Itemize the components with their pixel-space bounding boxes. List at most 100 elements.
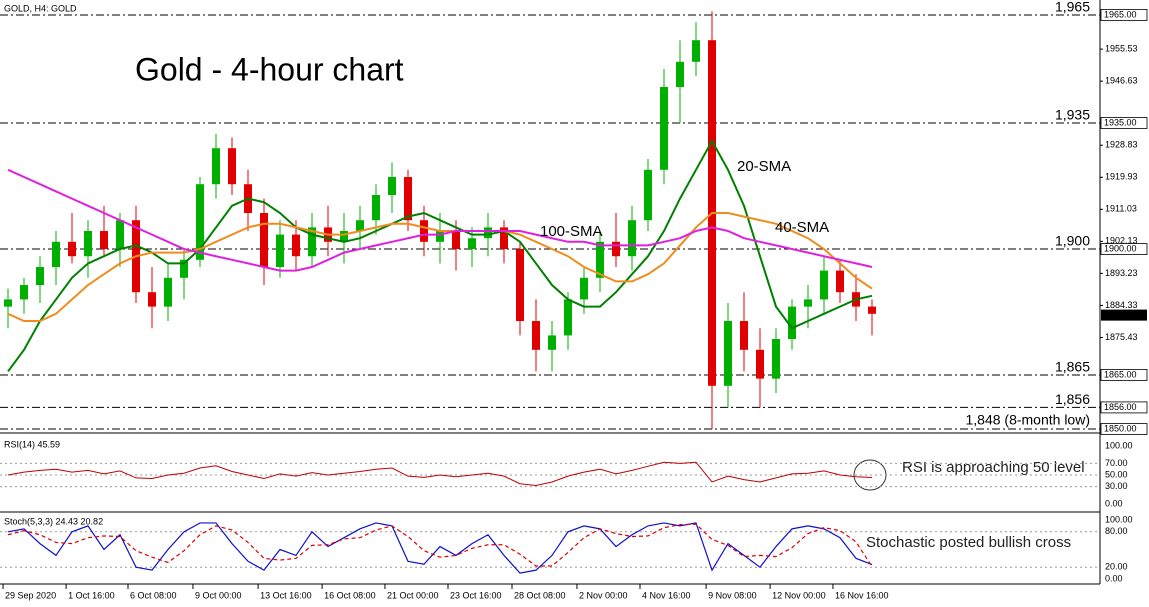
candle-body: [644, 169, 652, 221]
candle-body: [292, 234, 300, 257]
y-tick-label: 1875.43: [1105, 332, 1138, 342]
x-tick-label: 12 Nov 00:00: [772, 590, 826, 600]
level-label: 1,935: [1055, 107, 1090, 123]
y-tick-label: 1893.23: [1105, 268, 1138, 278]
candle-body: [756, 349, 764, 379]
candle-body: [772, 339, 780, 379]
x-tick-label: 9 Nov 08:00: [708, 590, 757, 600]
stoch-title: Stoch(5,3,3) 24.43 20.82: [4, 516, 103, 526]
candle-body: [36, 267, 44, 286]
x-tick-label: 4 Nov 16:00: [642, 590, 691, 600]
rsi-line: [7, 461, 873, 486]
candle-body: [676, 61, 684, 88]
candle-body: [724, 321, 732, 386]
chart-header: GOLD, H4: GOLD: [4, 3, 77, 13]
current-price-label: 1881.64: [1104, 309, 1137, 319]
candle-body: [436, 231, 444, 242]
sma-label: 100-SMA: [540, 223, 603, 240]
candle-body: [788, 306, 796, 340]
candle-body: [692, 40, 700, 62]
candle-body: [276, 234, 284, 268]
x-tick-label: 13 Oct 16:00: [260, 590, 312, 600]
price-box: [1100, 9, 1148, 21]
sma-label: 20-SMA: [737, 158, 791, 175]
price-box: [1100, 243, 1148, 255]
level-label: 1,865: [1055, 359, 1090, 375]
candle-body: [116, 220, 124, 250]
candle-body: [836, 270, 844, 293]
price-box-label: 1865.00: [1104, 369, 1137, 379]
x-tick-label: 16 Nov 16:00: [835, 590, 889, 600]
candle-body: [564, 299, 572, 336]
candle-body: [340, 231, 348, 242]
y-tick-label: 100.00: [1105, 440, 1133, 450]
y-tick-label: 0.00: [1105, 573, 1123, 583]
candle-body: [212, 148, 220, 185]
sma-label: 40-SMA: [775, 219, 829, 236]
y-tick-label: 80.00: [1105, 526, 1128, 536]
x-tick-label: 1 Oct 16:00: [68, 590, 115, 600]
candle-body: [596, 241, 604, 278]
price-box: [1100, 117, 1148, 129]
candle-body: [308, 227, 316, 257]
stoch-line: [7, 523, 873, 568]
x-tick-label: 16 Oct 08:00: [324, 590, 376, 600]
candle-body: [84, 231, 92, 257]
y-tick-label: 100.00: [1105, 514, 1133, 524]
candle-body: [628, 220, 636, 257]
price-box-label: 1900.00: [1104, 243, 1137, 253]
y-tick-label: 1955.53: [1105, 43, 1138, 53]
candle-body: [4, 299, 12, 307]
y-tick-label: 1946.63: [1105, 76, 1138, 86]
candle-body: [260, 213, 268, 268]
price-box-label: 1935.00: [1104, 117, 1137, 127]
candle-body: [372, 195, 380, 221]
candle-body: [516, 249, 524, 322]
y-tick-label: 1928.83: [1105, 140, 1138, 150]
candle-body: [52, 241, 60, 268]
candle-body: [548, 335, 556, 350]
level-label: 1,848 (8-month low): [965, 412, 1090, 428]
candle-body: [660, 87, 668, 170]
candle-body: [612, 241, 620, 257]
y-tick-label: 0.00: [1105, 498, 1123, 508]
x-tick-label: 28 Oct 08:00: [514, 590, 566, 600]
candle-body: [820, 270, 828, 300]
candle-body: [388, 177, 396, 196]
candle-body: [484, 227, 492, 239]
y-tick-label: 50.00: [1105, 469, 1128, 479]
candle-body: [148, 292, 156, 307]
x-tick-label: 9 Oct 00:00: [195, 590, 242, 600]
candle-body: [356, 220, 364, 232]
candle-body: [452, 231, 460, 250]
candle-body: [100, 231, 108, 250]
candle-body: [196, 184, 204, 260]
candle-body: [580, 277, 588, 300]
y-tick-label: 20.00: [1105, 562, 1128, 572]
x-tick-label: 2 Nov 00:00: [579, 590, 628, 600]
candle-body: [68, 241, 76, 257]
candle-body: [868, 306, 876, 314]
candle-body: [180, 259, 188, 278]
x-tick-label: 21 Oct 00:00: [387, 590, 439, 600]
y-tick-label: 30.00: [1105, 481, 1128, 491]
rsi-annotation: RSI is approaching 50 level: [902, 459, 1085, 476]
x-tick-label: 29 Sep 2020: [5, 590, 56, 600]
stoch-annotation: Stochastic posted bullish cross: [866, 534, 1071, 551]
level-label: 1,856: [1055, 391, 1090, 407]
candle-body: [532, 321, 540, 350]
price-box: [1100, 423, 1148, 435]
price-box: [1100, 369, 1148, 381]
sma-line: [7, 212, 873, 323]
y-tick-label: 1911.03: [1105, 204, 1137, 214]
stoch-line: [7, 522, 873, 574]
chart-title: Gold - 4-hour chart: [135, 51, 404, 87]
candle-body: [468, 238, 476, 250]
y-tick-label: 1919.93: [1105, 172, 1138, 182]
price-box-label: 1965.00: [1104, 9, 1137, 19]
candle-body: [404, 177, 412, 221]
price-box: [1100, 401, 1148, 414]
candle-body: [500, 227, 508, 250]
